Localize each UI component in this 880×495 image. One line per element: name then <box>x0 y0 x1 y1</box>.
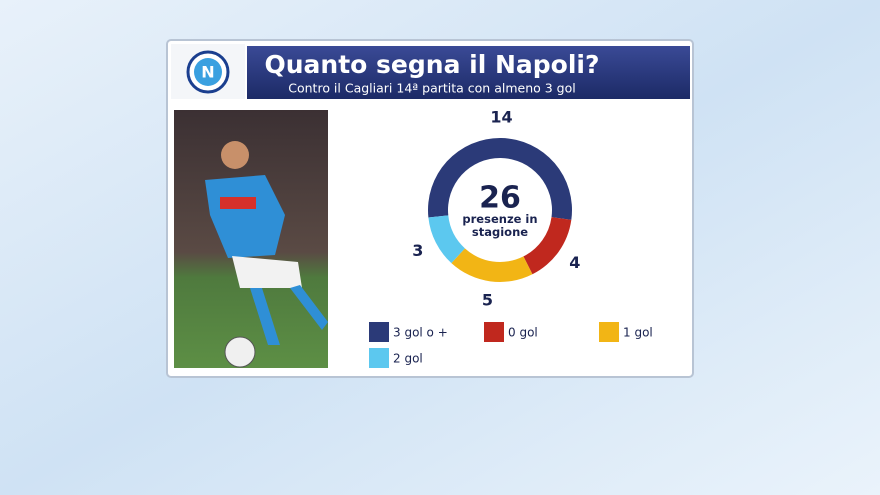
legend-swatch <box>369 322 389 342</box>
legend-label: 3 gol o + <box>393 326 448 340</box>
center-label-box: presenze in stagione <box>462 213 538 239</box>
photo-legs <box>250 285 328 345</box>
legend-swatch <box>599 322 619 342</box>
logo-letter: N <box>201 63 214 82</box>
legend-label: 0 gol <box>508 326 538 340</box>
center-value: 26 <box>479 181 521 216</box>
legend-swatch <box>369 348 389 368</box>
photo-sponsor <box>220 197 256 209</box>
center-label: presenze in stagione <box>462 213 538 239</box>
legend-swatch <box>484 322 504 342</box>
value-label: 4 <box>569 253 580 272</box>
club-logo-inner <box>194 58 222 86</box>
photo-shorts <box>232 256 302 288</box>
donut-slice <box>428 215 465 264</box>
player-photo <box>174 110 328 368</box>
value-label: 5 <box>482 291 493 310</box>
legend-label: 2 gol <box>393 352 423 366</box>
donut-chart: 14 4 5 3 3 gol o + 0 gol 1 gol 2 gol <box>369 108 653 368</box>
photo-ball <box>224 336 256 368</box>
donut-slice <box>427 137 572 220</box>
photo-shirt <box>205 175 285 258</box>
title: Quanto segna il Napoli? <box>265 50 600 79</box>
value-label: 3 <box>412 241 423 260</box>
header-bar <box>247 46 690 99</box>
legend-label: 1 gol <box>623 326 653 340</box>
donut-slice <box>451 248 533 282</box>
subtitle: Contro il Cagliari 14ª partita con almen… <box>288 81 575 96</box>
photo-head <box>221 141 249 169</box>
donut-slice <box>523 217 572 275</box>
value-label: 14 <box>490 108 512 127</box>
